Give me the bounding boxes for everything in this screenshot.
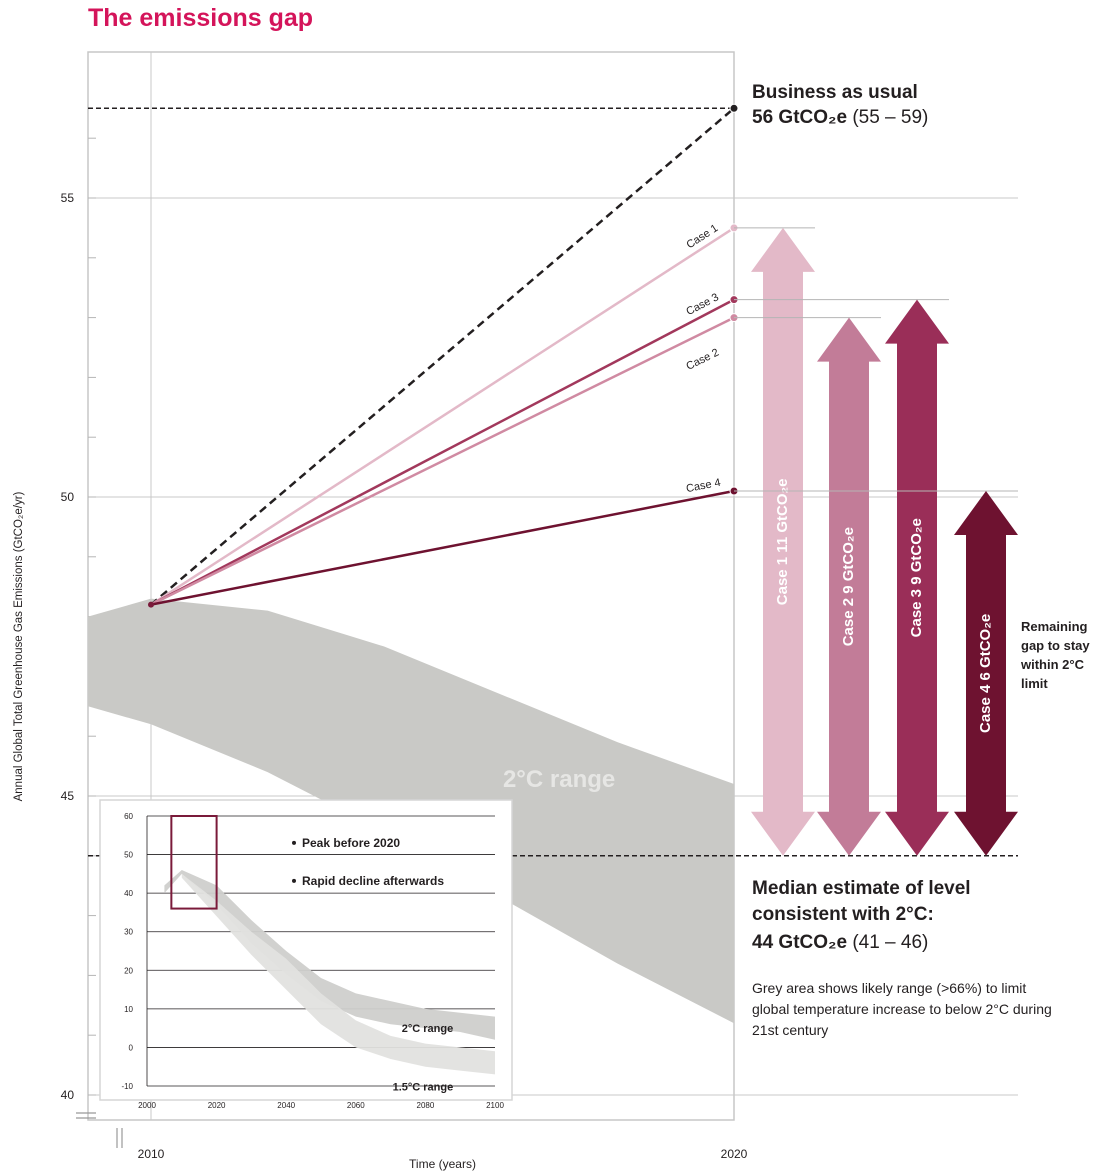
inset-y-tick-label: 40 [124,889,133,898]
x-tick-label: 2020 [721,1147,748,1161]
business-as-usual-line [150,107,735,606]
median-value: 44 GtCO₂e (41 – 46) [752,932,928,954]
two-degree-range-label: 2°C range [503,766,615,793]
remaining-gap-label: Remaining gap to stay within 2°C limit [1021,619,1090,691]
inset-y-tick-label: 20 [124,966,133,975]
inset-band [181,873,496,1075]
inset-legend-bullet [292,840,296,845]
inset-y-tick-label: 10 [124,1005,133,1014]
gap-arrows: Case 1 11 GtCO₂e Case 2 9 GtCO₂e Case 3 9 … [734,227,1018,856]
inset-x-tick-label: 2060 [347,1101,365,1110]
page-title: The emissions gap [88,4,314,32]
inset-band-label: 1.5°C range [393,1081,454,1093]
gap-arrow [954,491,1018,856]
inset-y-tick-label: 60 [124,812,133,821]
y-tick-label: 50 [61,490,75,504]
median-value-range: (41 – 46) [852,932,929,953]
case-2-line [150,316,735,606]
median-label-line2: consistent with 2°C: [752,904,934,925]
inset-legend: Peak before 2020 Rapid decline afterwards [292,836,444,888]
case-1-line [150,226,735,606]
y-axis-ticks: 40 45 50 55 [61,191,75,1102]
bau-value-bold: 56 GtCO₂e [752,107,848,128]
y-tick-label: 45 [61,789,75,803]
x-axis-label: Time (years) [409,1157,476,1171]
inset-x-tick-label: 2020 [208,1101,226,1110]
inset-highlight-box [170,815,218,910]
inset-x-tick-label: 2080 [417,1101,435,1110]
gap-arrow [751,227,815,856]
bau-title: Business as usual [752,82,918,103]
gap-arrow [817,317,881,856]
series-endpoint [729,103,739,113]
inset-x-tick-label: 2040 [277,1101,295,1110]
series-origin [148,601,154,608]
inset-y-tick-label: 50 [124,851,133,860]
inset-y-tick-label: 30 [124,928,133,937]
inset-legend-label: Peak before 2020 [302,836,400,850]
gap-arrow-label: Case 3 9 GtCO₂e [908,518,925,637]
axis-break-marks [76,1112,123,1148]
inset-range-bands: 2°C range 1.5°C range [164,870,496,1093]
inset-legend-bullet [292,878,296,883]
gap-arrow-label: Case 1 11 GtCO₂e [774,478,791,605]
y-tick-label: 55 [61,191,75,205]
median-label-line1: Median estimate of level [752,878,971,899]
x-axis-ticks: 2010 2020 [138,1147,748,1161]
inset-band-label: 2°C range [402,1023,453,1035]
inset-legend-label: Rapid decline afterwards [302,874,444,888]
gap-arrow [885,299,949,856]
inset-y-tick-label: 0 [129,1043,134,1052]
gap-arrow-label: Case 2 9 GtCO₂e [840,527,857,646]
grey-area-note: Grey area shows likely range (>66%) to l… [752,980,1052,1038]
bau-value: 56 GtCO₂e (55 – 59) [752,107,928,129]
x-tick-label: 2010 [138,1147,165,1161]
y-tick-label: 40 [61,1088,75,1102]
inset-x-tick-label: 2000 [138,1101,156,1110]
gap-arrow-label: Case 4 6 GtCO₂e [977,614,994,733]
inset-x-tick-label: 2100 [486,1101,504,1110]
inset-axis-ticks: -10 0 10 20 30 40 50 60 2000 2020 2040 2060 2080 2100 [121,812,504,1110]
bau-value-range: (55 – 59) [852,107,929,128]
y-axis-label: Annual Global Total Greenhouse Gas Emiss… [13,491,25,801]
median-value-bold: 44 GtCO₂e [752,932,848,953]
case-3-line [150,298,735,606]
inset-chart: 2°C range 1.5°C range -10 0 10 20 30 40 50 60 200… [99,799,513,1110]
case-4-line [150,489,735,606]
inset-y-tick-label: -10 [121,1082,133,1091]
